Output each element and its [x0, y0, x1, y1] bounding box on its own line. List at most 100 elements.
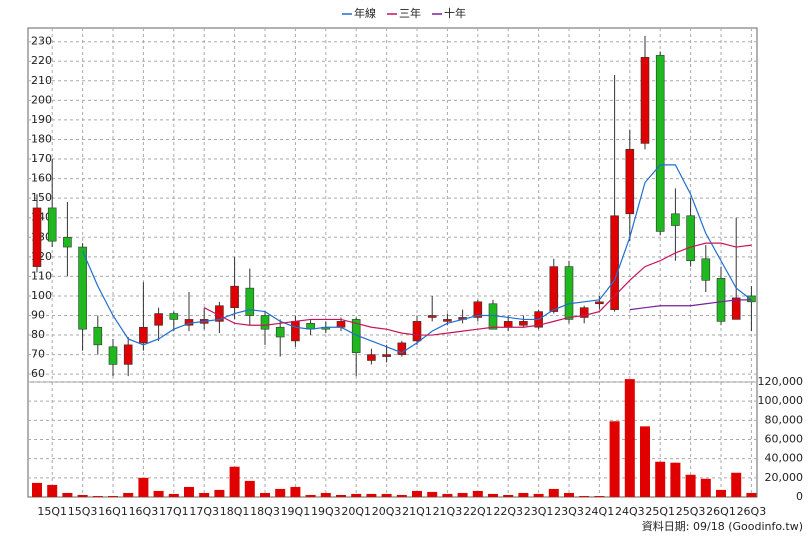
candle-body	[382, 354, 391, 357]
line-series	[629, 299, 752, 311]
volume-bar	[670, 462, 681, 497]
plot-frame	[27, 27, 758, 498]
x-tick-label: 15Q3	[68, 505, 98, 518]
volume-bar	[244, 480, 255, 497]
candle-body	[564, 266, 574, 320]
candle-body	[123, 344, 133, 365]
y-tick-label: 110	[31, 269, 52, 282]
volume-bar	[412, 490, 422, 497]
volume-bar	[184, 486, 194, 497]
volume-bar	[290, 486, 301, 497]
volume-bar	[624, 379, 635, 497]
volume-bar	[579, 496, 590, 497]
candle-body	[716, 278, 726, 322]
volume-bar	[655, 461, 666, 497]
x-tick-label: 15Q1	[37, 505, 67, 518]
volume-bar	[488, 493, 498, 497]
candle-body	[275, 326, 285, 338]
y2-tick-label: 20,000	[765, 471, 804, 484]
x-tick-label: 24Q1	[585, 505, 615, 518]
legend-label: 三年	[399, 6, 421, 20]
y2-tick-label: 80,000	[765, 413, 804, 426]
line-series	[203, 242, 752, 336]
volume-bar	[47, 484, 58, 497]
candle-body	[47, 207, 57, 242]
candle-body	[169, 313, 179, 320]
volume-bar	[503, 494, 514, 497]
x-tick-label: 17Q3	[189, 505, 219, 518]
y-tick-label: 170	[31, 152, 52, 165]
volume-bar	[108, 496, 118, 497]
volume-bar	[716, 489, 726, 497]
x-tick-label: 25Q3	[676, 505, 706, 518]
volume-bar	[305, 494, 316, 497]
volume-bar	[32, 482, 42, 497]
volume-bar	[168, 493, 179, 497]
y-tick-label: 60	[31, 367, 45, 380]
x-tick-label: 18Q1	[220, 505, 250, 518]
volume-bar	[548, 488, 559, 497]
candle-body	[245, 287, 255, 316]
candle-body	[701, 258, 711, 281]
candle-body	[731, 297, 741, 320]
y2-tick-label: 60,000	[765, 433, 804, 446]
x-tick-label: 26Q1	[706, 505, 736, 518]
candle-body	[32, 207, 42, 267]
volume-bar	[260, 492, 270, 497]
volume-bar	[746, 492, 757, 497]
volume-bar	[320, 492, 331, 497]
y-tick-label: 180	[31, 132, 52, 145]
candle-body	[412, 321, 422, 342]
candle-body	[549, 266, 559, 312]
candle-body	[443, 319, 452, 322]
volume-bar	[153, 490, 164, 497]
candle-body	[640, 57, 650, 144]
volume-bar	[351, 493, 362, 497]
legend-label: 十年	[444, 6, 466, 20]
volume-bar	[138, 477, 149, 497]
x-tick-label: 25Q1	[645, 505, 675, 518]
candle-body	[503, 321, 513, 328]
y-tick-label: 70	[31, 348, 45, 361]
candle-body	[473, 301, 483, 318]
volume-bar	[564, 492, 574, 497]
y-tick-label: 200	[31, 93, 52, 106]
volume-bar	[472, 490, 483, 497]
volume-bar	[700, 478, 711, 497]
legend-label: 年線	[354, 6, 376, 20]
volume-bar	[77, 494, 88, 497]
x-tick-label: 20Q3	[372, 505, 402, 518]
y-tick-label: 150	[31, 191, 52, 204]
volume-bar	[396, 494, 407, 497]
candle-body	[154, 313, 163, 326]
volume-bar	[685, 474, 696, 497]
volume-bar	[381, 493, 392, 497]
candle-body	[610, 215, 619, 310]
volume-bar	[442, 493, 453, 497]
volume-bar	[457, 492, 468, 497]
candle-body	[519, 321, 528, 326]
volume-bar	[199, 492, 210, 497]
candle-body	[63, 236, 72, 248]
candle-body	[655, 55, 665, 232]
y-tick-label: 210	[31, 74, 52, 87]
candle-body	[108, 346, 118, 365]
volume-bar	[336, 494, 346, 497]
candle-body	[397, 342, 407, 355]
x-tick-label: 19Q1	[281, 505, 311, 518]
candle-body	[686, 215, 695, 262]
candle-body	[139, 326, 148, 344]
x-tick-label: 26Q3	[737, 505, 767, 518]
candle-body	[625, 148, 635, 215]
x-tick-label: 18Q3	[250, 505, 280, 518]
y-tick-label: 90	[31, 309, 45, 322]
candle-body	[671, 213, 680, 226]
volume-bar	[533, 493, 544, 497]
x-tick-label: 19Q3	[311, 505, 341, 518]
candle-body	[78, 246, 87, 330]
x-tick-label: 21Q3	[433, 505, 463, 518]
y-tick-label: 160	[31, 172, 52, 185]
candle-body	[427, 315, 437, 318]
y-tick-label: 190	[31, 113, 52, 126]
